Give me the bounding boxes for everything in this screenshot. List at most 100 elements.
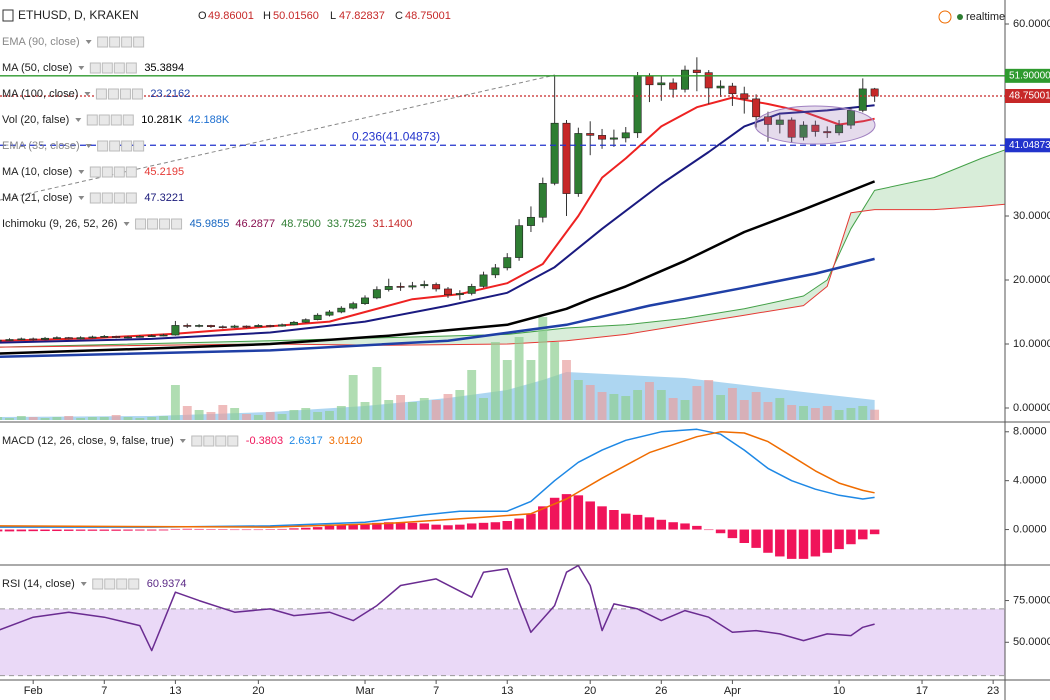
volume-bar — [218, 405, 228, 420]
indicator-button — [113, 192, 125, 204]
moving-average — [0, 257, 875, 358]
candle-body — [171, 325, 180, 336]
candle-body — [41, 337, 50, 340]
candle-body — [100, 336, 109, 338]
candle-body — [669, 82, 678, 90]
histogram-bar — [4, 529, 15, 532]
volume-bar — [597, 392, 607, 420]
candle-body — [704, 72, 713, 89]
histogram-bar — [751, 529, 761, 548]
histogram-bar — [561, 494, 572, 530]
candle-body — [787, 119, 796, 138]
candle-body — [609, 137, 618, 140]
ichimoku-span-b — [0, 203, 1005, 348]
volume-bar — [621, 396, 631, 420]
ohlc-value: 48.75001 — [405, 10, 451, 22]
symbol-icon[interactable] — [2, 9, 14, 22]
histogram-bar — [775, 529, 785, 557]
volume-bar — [455, 390, 465, 420]
volume-bar — [514, 337, 524, 420]
histogram-bar — [229, 529, 240, 531]
price-label-box — [1005, 68, 1050, 83]
y-tick-label: 4.0000 — [1013, 475, 1047, 487]
y-tick-label: 0.0000 — [1013, 523, 1047, 535]
histogram-bar — [348, 524, 358, 530]
indicator-value: 45.9855 — [190, 218, 230, 230]
volume-bar — [538, 317, 548, 420]
indicator-button — [104, 578, 116, 590]
indicator-name: Ichimoku (9, 26, 52, 26) — [2, 218, 118, 230]
rsi-line — [0, 565, 875, 652]
symbol[interactable]: ETHUSD, D, KRAKEN — [18, 8, 139, 22]
candle-body — [775, 119, 784, 125]
ohlc-value: 49.86001 — [208, 10, 254, 22]
histogram-bar — [727, 529, 738, 539]
alert-icon[interactable] — [938, 10, 952, 24]
y-tick-label: 0.00000 — [1013, 402, 1050, 414]
volume-bar — [550, 342, 560, 420]
price-panel — [0, 57, 1005, 420]
histogram-bar — [585, 501, 595, 530]
indicator-button — [97, 36, 109, 48]
x-tick-label: 7 — [101, 685, 107, 697]
candle-body — [420, 284, 429, 287]
indicator-value: 2.6317 — [289, 435, 323, 447]
candle-body — [147, 335, 156, 337]
volume-bar — [680, 400, 690, 420]
candle-body — [526, 216, 535, 226]
indicator-button — [215, 435, 227, 447]
volume-bar — [810, 408, 820, 420]
candle-body — [29, 338, 38, 341]
price-label: 48.75001 — [1009, 91, 1050, 102]
candle-body — [5, 339, 14, 341]
candle-body — [289, 321, 298, 326]
ohlc-label: O — [198, 10, 207, 22]
histogram-bar — [668, 522, 678, 530]
candle-body — [870, 88, 879, 97]
candle-body — [159, 334, 168, 337]
volume-bar — [230, 408, 240, 420]
indicator-value: 46.2877 — [235, 218, 275, 230]
candle-body — [550, 122, 559, 184]
ohlc-label: H — [263, 10, 271, 22]
histogram-bar — [834, 529, 844, 550]
indicator-button — [110, 114, 122, 126]
moving-average — [0, 180, 876, 355]
histogram-bar — [170, 528, 181, 530]
candle-body — [562, 122, 571, 194]
volume-bar — [76, 418, 86, 420]
volume-bar — [692, 386, 702, 420]
volume-bar — [562, 360, 571, 420]
histogram-bar — [135, 529, 145, 531]
x-tick-label: 20 — [252, 685, 264, 697]
candle-body — [112, 336, 121, 338]
volume-bar — [123, 417, 133, 420]
y-tick-label: 75.0000 — [1013, 594, 1050, 606]
ohlc-label: L — [330, 10, 336, 22]
volume-bar — [111, 415, 121, 420]
histogram-bar — [360, 524, 370, 530]
histogram-bar — [87, 529, 98, 531]
indicator-button — [171, 218, 183, 230]
histogram-bar — [206, 529, 216, 530]
histogram-bar — [810, 529, 821, 557]
candle-body — [858, 88, 867, 111]
volume-bar — [763, 402, 773, 420]
histogram-bar — [383, 522, 394, 530]
histogram-bar — [289, 528, 299, 530]
volume-bar — [668, 398, 678, 420]
x-tick-label: 7 — [433, 685, 439, 697]
volume-bar — [384, 400, 394, 420]
histogram-bar — [372, 522, 382, 530]
indicator-name: MA (10, close) — [2, 166, 72, 178]
volume-bar — [28, 417, 38, 420]
indicator-button — [92, 578, 104, 590]
indicator-button — [125, 62, 137, 74]
volume-bar — [834, 410, 844, 420]
histogram-bar — [395, 522, 406, 530]
indicator-button — [227, 435, 239, 447]
volume-bar — [775, 398, 785, 420]
ichimoku-span-a — [0, 149, 1005, 348]
histogram-bar — [443, 525, 453, 530]
